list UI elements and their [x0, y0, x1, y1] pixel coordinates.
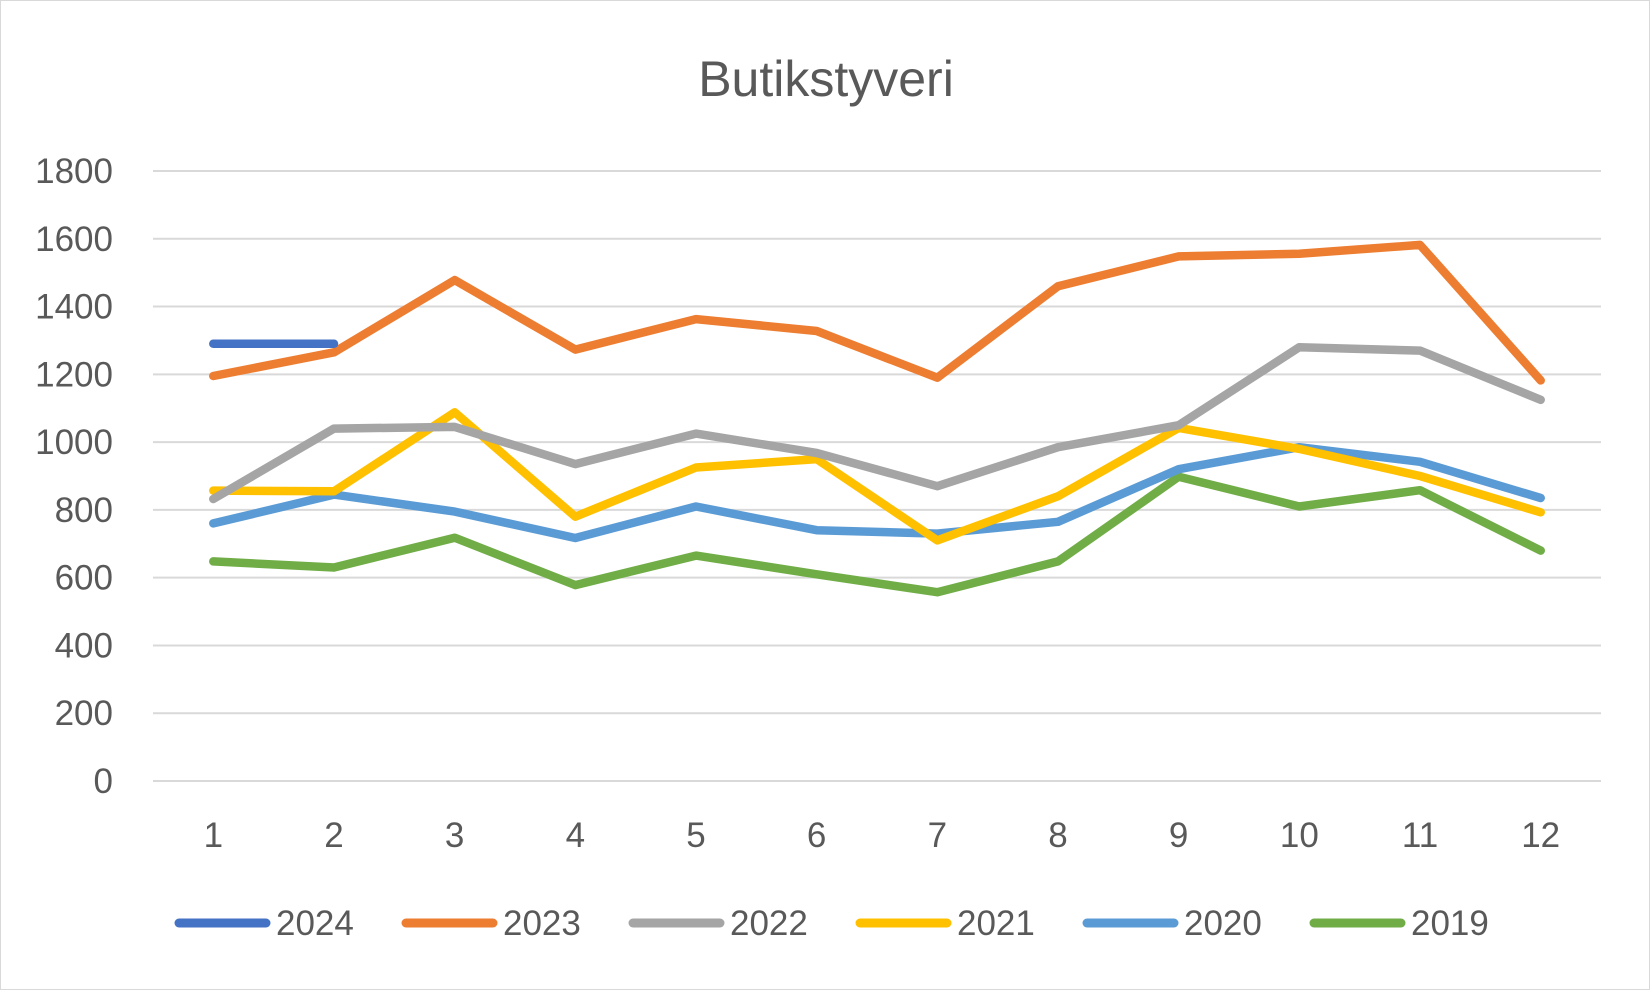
x-tick-label: 8: [1048, 816, 1067, 855]
gridlines: [153, 170, 1601, 782]
x-tick-label: 3: [445, 816, 464, 855]
x-tick-label: 1: [204, 816, 223, 855]
legend-label-2019: 2019: [1411, 904, 1489, 943]
y-tick-label: 1600: [35, 220, 113, 259]
x-tick-label: 2: [324, 816, 343, 855]
series-line-2022: [209, 342, 1545, 504]
x-tick-label: 12: [1521, 816, 1560, 855]
legend: 2024 2023 2022 2021 2020 2019: [174, 904, 1489, 943]
legend-label-2020: 2020: [1184, 904, 1262, 943]
legend-label-2024: 2024: [276, 904, 354, 943]
x-tick-label: 7: [928, 816, 947, 855]
series-line-2019: [209, 472, 1545, 597]
y-tick-label: 600: [55, 559, 113, 598]
x-tick-label: 11: [1402, 816, 1438, 855]
x-tick-label: 9: [1169, 816, 1188, 855]
y-axis-ticks: 0 200 400 600 800 1000 1200 1400 1600 1800: [35, 152, 113, 801]
y-tick-label: 400: [55, 626, 113, 665]
y-tick-label: 1400: [35, 288, 113, 327]
y-tick-label: 1000: [35, 423, 113, 462]
y-tick-label: 1800: [35, 152, 113, 191]
y-tick-label: 200: [55, 694, 113, 733]
x-tick-label: 4: [566, 816, 585, 855]
x-axis-ticks: 1 2 3 4 5 6 7 8 9 10 11 12: [204, 816, 1561, 855]
legend-label-2022: 2022: [730, 904, 808, 943]
legend-label-2021: 2021: [957, 904, 1035, 943]
x-tick-label: 6: [807, 816, 826, 855]
series-line-2023: [209, 240, 1545, 385]
y-tick-label: 800: [55, 491, 113, 530]
y-tick-label: 1200: [35, 355, 113, 394]
y-tick-label: 0: [94, 762, 113, 801]
chart-title: Butikstyveri: [698, 51, 954, 107]
legend-label-2023: 2023: [503, 904, 581, 943]
series-lines: [209, 240, 1545, 597]
x-tick-label: 10: [1280, 816, 1319, 855]
x-tick-label: 5: [686, 816, 705, 855]
